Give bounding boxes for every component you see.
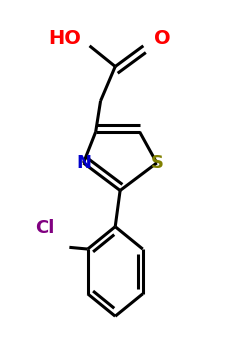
- Text: HO: HO: [48, 29, 81, 48]
- Text: Cl: Cl: [35, 219, 54, 237]
- Text: N: N: [76, 154, 91, 172]
- Text: S: S: [150, 154, 163, 172]
- Text: O: O: [154, 29, 171, 48]
